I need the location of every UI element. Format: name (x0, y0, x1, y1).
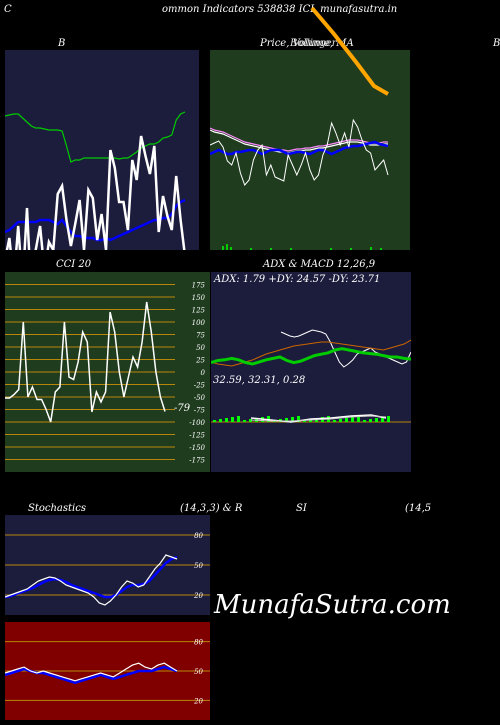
cci-tick-label: 25 (195, 357, 205, 365)
volume-bar (230, 247, 232, 250)
macd-histogram-bar (243, 420, 246, 422)
adx-macd-title: ADX & MACD 12,26,9 (263, 259, 376, 270)
macd-histogram-bar (225, 418, 228, 422)
watermark: MunafaSutra.com (214, 590, 451, 620)
si-params: (14,5 (405, 503, 432, 514)
macd-panel (211, 372, 411, 472)
macd-label: 32.59, 32.31, 0.28 (213, 375, 306, 386)
bollinger-title: B (58, 38, 66, 49)
macd-histogram-bar (369, 419, 372, 422)
rsi-panel: 80 50 20 (5, 622, 210, 720)
cci-tick-label: -75 (194, 407, 206, 415)
macd-histogram-bar (345, 418, 348, 422)
macd-histogram-bar (363, 420, 366, 422)
osc-signal-line (5, 555, 178, 599)
volume-bar (290, 248, 292, 250)
macd-histogram-bar (387, 416, 390, 422)
si-title: SI (296, 503, 307, 514)
volume-bar (222, 246, 224, 250)
volume-bar (270, 248, 272, 250)
price-arrow (310, 6, 389, 96)
price-title: Price, Volume, MA (260, 38, 354, 49)
cci-tick-label: -175 (189, 457, 205, 465)
macd-histogram-bar (333, 420, 336, 422)
header-left-char: C (4, 4, 12, 15)
cci-tick-label: -125 (189, 432, 205, 440)
stoch-mid-title: (14,3,3) & R (180, 503, 243, 514)
adx-label: ADX: 1.79 +DY: 24.57 -DY: 23.71 (214, 274, 381, 285)
bollinger-middle-line (5, 198, 186, 242)
cci-tick-label: -50 (194, 394, 206, 402)
osc-main-line (5, 662, 178, 682)
osc-tick-label: 80 (194, 532, 203, 540)
osc-tick-label: 20 (193, 697, 203, 705)
price-ma-blue-line (210, 140, 389, 156)
cci-line (5, 301, 166, 423)
stochastics-panel: 80 50 20 (5, 515, 210, 615)
osc-tick-label: 20 (193, 592, 203, 600)
bollinger-upper-line (5, 111, 186, 163)
volume-bar (380, 248, 382, 250)
osc-tick-label: 50 (194, 562, 203, 570)
macd-histogram-bar (339, 419, 342, 422)
cci-tick-label: 75 (196, 332, 205, 340)
volume-bar (226, 244, 228, 250)
volume-bar (250, 248, 252, 250)
osc-tick-label: 80 (194, 639, 203, 647)
cci-tick-label: 50 (196, 344, 205, 352)
cci-value-label: -79 (174, 403, 191, 414)
cci-title: CCI 20 (56, 259, 92, 270)
macd-histogram-bar (381, 417, 384, 422)
macd-histogram-bar (237, 416, 240, 422)
macd-histogram-bar (285, 418, 288, 422)
macd-line (250, 414, 387, 423)
price-ma-pink-line (210, 127, 388, 152)
right-edge-char: B (493, 38, 500, 49)
macd-histogram-bar (303, 420, 306, 422)
cci-tick-label: -150 (189, 444, 205, 452)
arrow-line (310, 6, 389, 96)
volume-bar (350, 248, 352, 250)
macd-histogram-bar (249, 419, 252, 422)
cci-panel: 175 150 125 100 75 50 25 0 -25 -50 -75 -100 -125 -150… (5, 272, 210, 472)
macd-histogram-bar (219, 419, 222, 422)
macd-histogram-bar (357, 416, 360, 422)
bollinger-price-line (5, 135, 186, 250)
macd-histogram-bar (375, 418, 378, 422)
cci-tick-label: -100 (189, 419, 205, 427)
price-overlap-title: Bollinger (290, 38, 337, 49)
macd-histogram-bar (297, 416, 300, 422)
adx-panel (211, 272, 411, 372)
cci-tick-label: 100 (192, 319, 206, 327)
volume-bar (370, 247, 372, 250)
adx-plus-di-line (211, 347, 411, 366)
price-panel (210, 50, 410, 250)
volume-bar (330, 248, 332, 250)
osc-tick-label: 50 (194, 668, 203, 676)
macd-histogram-bar (231, 417, 234, 422)
price-close-line (210, 118, 389, 186)
macd-histogram-bar (213, 420, 216, 422)
macd-histogram-bar (351, 417, 354, 422)
cci-tick-label: 175 (192, 282, 206, 290)
cci-tick-label: 0 (201, 369, 206, 377)
osc-main-line (5, 554, 178, 606)
bollinger-panel (5, 50, 199, 250)
cci-tick-label: 150 (192, 294, 206, 302)
macd-histogram-bar (291, 417, 294, 422)
macd-signal-line (250, 415, 387, 422)
header-title: ommon Indicators 538838 ICL munafasutra.… (162, 4, 398, 15)
stoch-left-title: Stochastics (28, 503, 86, 514)
cci-tick-label: 125 (192, 307, 206, 315)
cci-tick-label: -25 (194, 382, 206, 390)
